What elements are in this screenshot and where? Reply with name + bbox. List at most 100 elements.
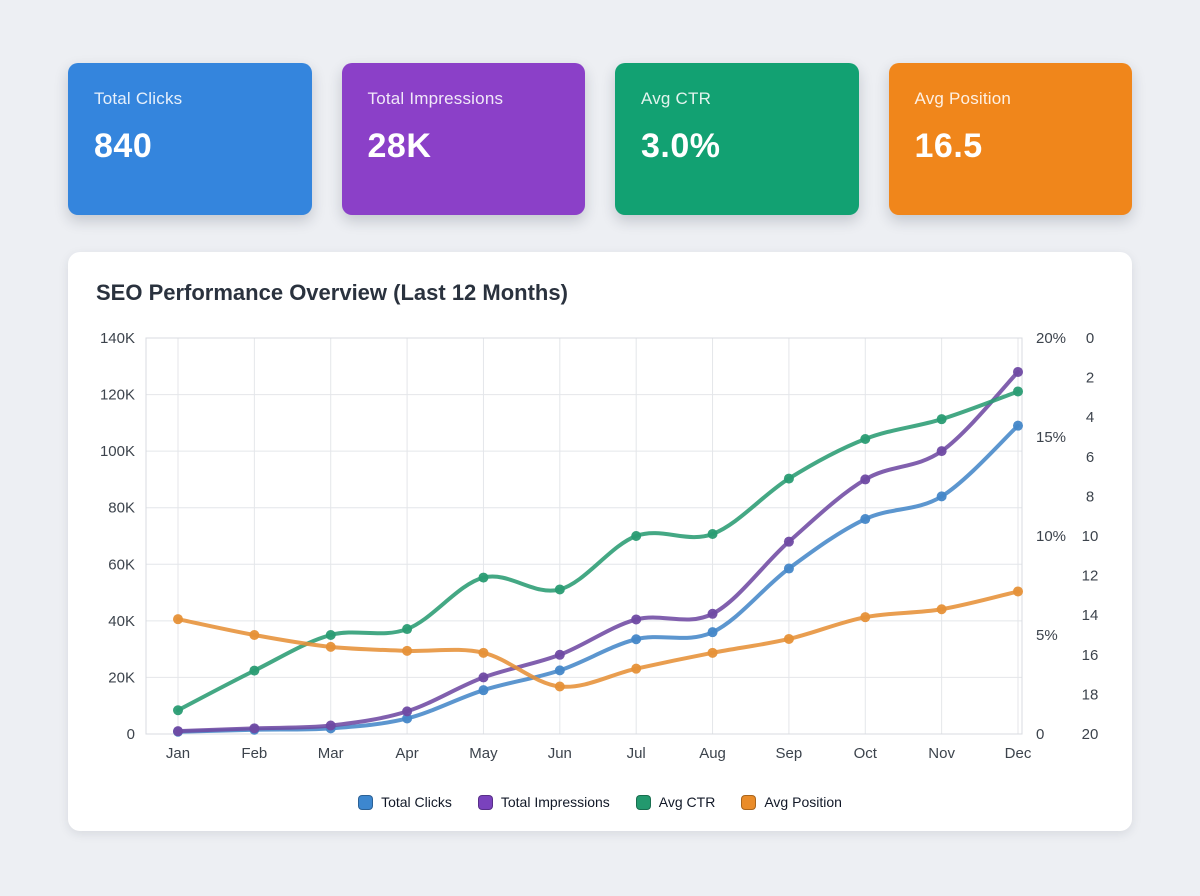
legend-item-avg-ctr[interactable]: Avg CTR — [635, 794, 716, 810]
point-avg-position-aug — [707, 647, 718, 658]
point-total-impressions-dec — [1013, 366, 1023, 377]
line-avg-ctr — [176, 389, 1020, 713]
seo-performance-chart-card: SEO Performance Overview (Last 12 Months… — [68, 252, 1132, 831]
x-axis-tick: Jul — [627, 745, 646, 762]
x-axis-tick: May — [469, 745, 498, 762]
y-axis-left-tick: 20K — [108, 669, 135, 686]
y-axis-percent-tick: 15% — [1036, 429, 1066, 446]
x-axis-tick: Mar — [318, 745, 344, 762]
kpi-card-avg-ctr: Avg CTR 3.0% — [615, 63, 859, 215]
legend-swatch-avg-ctr — [635, 794, 651, 810]
point-total-impressions-nov — [936, 446, 947, 457]
kpi-value: 16.5 — [914, 127, 983, 165]
x-axis-tick: Oct — [854, 745, 878, 762]
point-total-impressions-oct — [860, 474, 871, 485]
legend-label: Total Impressions — [500, 794, 610, 810]
x-axis-tick: Jan — [166, 745, 190, 762]
y-axis-percent-tick: 0 — [1036, 726, 1044, 743]
y-axis-left-tick: 60K — [108, 556, 135, 573]
y-axis-left-tick: 140K — [100, 330, 135, 347]
point-total-clicks-jun — [554, 665, 565, 676]
y-axis-position-tick: 20 — [1082, 726, 1099, 743]
point-total-impressions-feb — [249, 723, 260, 734]
x-axis-tick: Sep — [776, 745, 803, 762]
point-total-clicks-jul — [631, 634, 642, 645]
legend-swatch-total-clicks — [358, 794, 374, 810]
point-total-impressions-jan — [173, 726, 183, 737]
line-avg-position — [176, 589, 1020, 689]
point-avg-ctr-nov — [936, 414, 947, 425]
point-avg-position-dec — [1013, 586, 1023, 597]
kpi-card-avg-position: Avg Position 16.5 — [888, 63, 1132, 215]
legend-label: Avg Position — [764, 794, 842, 810]
x-axis-tick: Aug — [699, 745, 726, 762]
point-total-clicks-oct — [860, 514, 871, 525]
x-axis-tick: Dec — [1005, 745, 1032, 762]
legend-label: Total Clicks — [381, 794, 452, 810]
legend-item-total-clicks[interactable]: Total Clicks — [358, 794, 452, 810]
point-avg-position-nov — [936, 604, 947, 615]
legend-item-avg-position[interactable]: Avg Position — [741, 794, 842, 810]
point-avg-position-jan — [173, 614, 183, 625]
point-total-clicks-may — [478, 685, 489, 696]
y-axis-position-tick: 16 — [1082, 647, 1099, 664]
point-avg-ctr-jan — [173, 705, 183, 716]
x-axis-tick: Apr — [395, 745, 418, 762]
point-total-impressions-mar — [325, 720, 336, 731]
point-avg-position-feb — [249, 630, 260, 640]
point-avg-position-jul — [631, 663, 642, 674]
y-axis-position-tick: 4 — [1086, 409, 1094, 426]
point-avg-position-jun — [554, 681, 565, 692]
point-avg-ctr-aug — [707, 529, 718, 540]
point-avg-ctr-may — [478, 572, 489, 583]
y-axis-percent-tick: 5% — [1036, 627, 1058, 644]
point-avg-ctr-mar — [325, 630, 336, 640]
point-avg-ctr-sep — [783, 473, 794, 484]
point-avg-ctr-feb — [249, 665, 260, 676]
point-total-impressions-jul — [631, 614, 642, 625]
point-avg-ctr-jul — [631, 531, 642, 541]
point-avg-ctr-jun — [554, 584, 565, 595]
kpi-value: 840 — [94, 127, 153, 165]
y-axis-position-tick: 6 — [1086, 449, 1094, 466]
x-axis-tick: Jun — [548, 745, 572, 762]
kpi-label: Avg Position — [914, 89, 1012, 108]
kpi-label: Total Clicks — [94, 89, 183, 108]
point-avg-position-mar — [325, 641, 336, 652]
y-axis-position-tick: 2 — [1086, 370, 1094, 387]
kpi-card-total-clicks: Total Clicks 840 — [68, 63, 312, 215]
kpi-value: 28K — [367, 127, 432, 165]
kpi-card-total-impressions: Total Impressions 28K — [341, 63, 585, 215]
y-axis-position-tick: 0 — [1086, 330, 1094, 347]
point-avg-ctr-apr — [402, 624, 413, 635]
point-total-clicks-aug — [707, 627, 718, 638]
y-axis-position-tick: 8 — [1086, 488, 1094, 505]
point-total-impressions-may — [478, 672, 489, 683]
y-axis-left-tick: 120K — [100, 387, 135, 404]
kpi-label: Total Impressions — [367, 89, 504, 108]
y-axis-percent-tick: 10% — [1036, 528, 1066, 545]
legend-label: Avg CTR — [658, 794, 716, 810]
point-total-clicks-dec — [1013, 420, 1023, 431]
kpi-label: Avg CTR — [641, 89, 712, 108]
point-total-impressions-jun — [554, 649, 565, 660]
y-axis-left-tick: 80K — [108, 500, 135, 517]
x-axis-tick: Nov — [928, 745, 955, 762]
y-axis-position-tick: 14 — [1082, 607, 1099, 624]
kpi-row: Total Clicks 840 Total Impressions 28K A… — [68, 63, 1132, 215]
point-total-impressions-aug — [707, 608, 718, 619]
x-axis-tick: Feb — [241, 745, 267, 762]
seo-chart-svg: 0 20K 40K 60K 80K 100K 120K 140K 0 5% 10% 15% 20% 0 2 4… — [100, 330, 1099, 762]
point-total-clicks-nov — [936, 491, 947, 502]
y-axis-left-tick: 100K — [100, 443, 135, 460]
legend-item-total-impressions[interactable]: Total Impressions — [477, 794, 610, 810]
legend-swatch-total-impressions — [477, 794, 493, 810]
line-total-clicks — [176, 423, 1020, 734]
y-axis-position-tick: 10 — [1082, 528, 1099, 545]
y-axis-percent-tick: 20% — [1036, 330, 1066, 347]
point-total-clicks-sep — [783, 563, 794, 574]
y-axis-left-tick: 0 — [127, 726, 135, 743]
point-avg-ctr-oct — [860, 433, 871, 444]
point-avg-position-may — [478, 647, 489, 658]
y-axis-position-tick: 12 — [1082, 568, 1099, 585]
